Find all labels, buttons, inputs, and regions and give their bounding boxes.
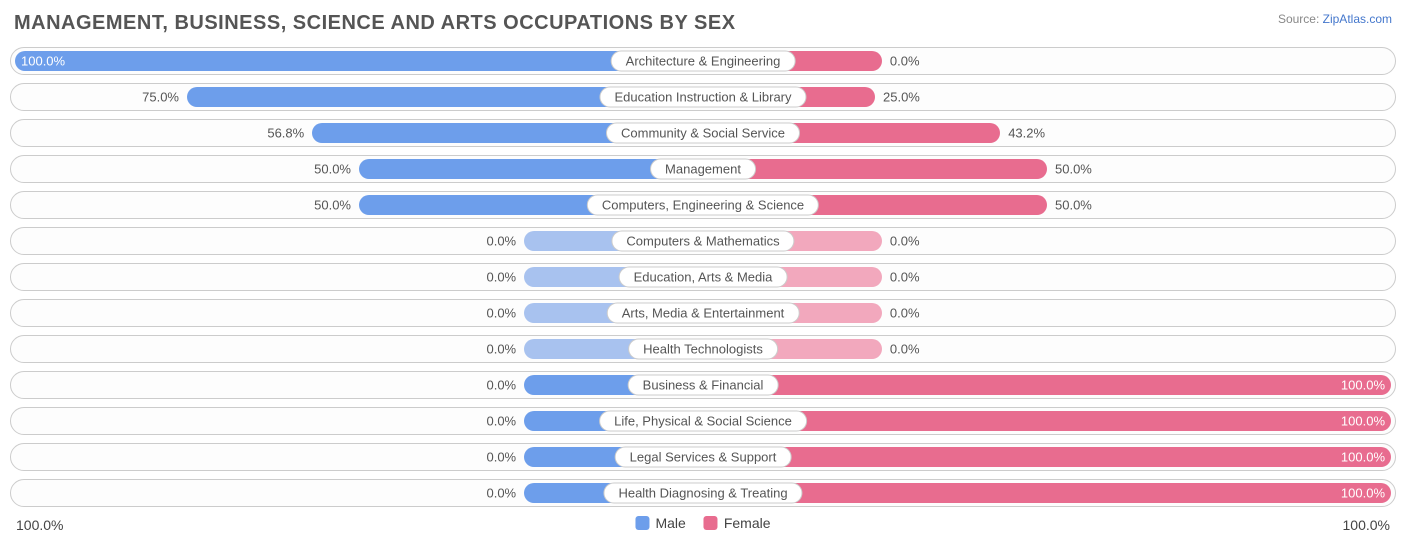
female-value-label: 100.0% [1341,486,1385,501]
row-track: 0.0% 100.0% Health Diagnosing & Treating [15,483,1391,503]
male-value-label: 0.0% [486,486,516,501]
male-value-label: 75.0% [142,90,179,105]
male-bar [15,51,703,71]
male-value-label: 56.8% [267,126,304,141]
legend-female-swatch [704,516,718,530]
legend-male: Male [635,515,685,531]
female-value-label: 50.0% [1055,198,1092,213]
female-bar [703,375,1391,395]
chart-row: 0.0% 0.0% Arts, Media & Entertainment [10,299,1396,327]
row-track: 0.0% 100.0% Business & Financial [15,375,1391,395]
female-value-label: 0.0% [890,270,920,285]
row-track: 0.0% 0.0% Health Technologists [15,339,1391,359]
female-value-label: 25.0% [883,90,920,105]
male-value-label: 0.0% [486,342,516,357]
legend-female: Female [704,515,771,531]
legend-male-label: Male [655,515,685,531]
row-track: 0.0% 100.0% Legal Services & Support [15,447,1391,467]
chart-row: 56.8% 43.2% Community & Social Service [10,119,1396,147]
female-value-label: 43.2% [1008,126,1045,141]
row-track: 50.0% 50.0% Management [15,159,1391,179]
chart-footer: 100.0% 100.0% Male Female [10,515,1396,543]
category-label: Education Instruction & Library [599,87,806,108]
male-value-label: 50.0% [314,198,351,213]
row-track: 0.0% 0.0% Arts, Media & Entertainment [15,303,1391,323]
row-track: 100.0% 0.0% Architecture & Engineering [15,51,1391,71]
row-track: 0.0% 0.0% Education, Arts & Media [15,267,1391,287]
female-bar [703,483,1391,503]
legend: Male Female [635,515,770,531]
category-label: Business & Financial [628,375,779,396]
legend-male-swatch [635,516,649,530]
female-value-label: 50.0% [1055,162,1092,177]
chart-row: 0.0% 100.0% Life, Physical & Social Scienc… [10,407,1396,435]
category-label: Life, Physical & Social Science [599,411,807,432]
category-label: Health Diagnosing & Treating [603,483,802,504]
chart-row: 0.0% 100.0% Legal Services & Support [10,443,1396,471]
source-link[interactable]: ZipAtlas.com [1323,12,1392,26]
category-label: Legal Services & Support [615,447,792,468]
chart-title: MANAGEMENT, BUSINESS, SCIENCE AND ARTS O… [14,12,1396,35]
chart-rows: 100.0% 0.0% Architecture & Engineering 75.0… [10,47,1396,507]
chart-row: 50.0% 50.0% Management [10,155,1396,183]
chart-row: 75.0% 25.0% Education Instruction & Librar… [10,83,1396,111]
male-value-label: 0.0% [486,378,516,393]
row-track: 56.8% 43.2% Community & Social Service [15,123,1391,143]
category-label: Computers, Engineering & Science [587,195,819,216]
category-label: Arts, Media & Entertainment [607,303,800,324]
axis-left-label: 100.0% [16,517,63,533]
chart-row: 0.0% 100.0% Business & Financial [10,371,1396,399]
male-value-label: 0.0% [486,270,516,285]
category-label: Health Technologists [628,339,778,360]
male-value-label: 0.0% [486,414,516,429]
source-prefix: Source: [1278,12,1323,26]
chart-source: Source: ZipAtlas.com [1278,12,1392,26]
category-label: Computers & Mathematics [611,231,794,252]
male-value-label: 0.0% [486,450,516,465]
female-value-label: 0.0% [890,234,920,249]
legend-female-label: Female [724,515,771,531]
male-value-label: 0.0% [486,234,516,249]
male-value-label: 0.0% [486,306,516,321]
male-value-label: 100.0% [21,54,65,69]
female-value-label: 0.0% [890,306,920,321]
category-label: Management [650,159,756,180]
row-track: 0.0% 100.0% Life, Physical & Social Scienc… [15,411,1391,431]
row-track: 75.0% 25.0% Education Instruction & Librar… [15,87,1391,107]
chart-row: 0.0% 0.0% Education, Arts & Media [10,263,1396,291]
chart-row: 50.0% 50.0% Computers, Engineering & Scien… [10,191,1396,219]
chart-row: 0.0% 0.0% Health Technologists [10,335,1396,363]
chart-row: 0.0% 0.0% Computers & Mathematics [10,227,1396,255]
category-label: Architecture & Engineering [611,51,796,72]
female-bar [703,447,1391,467]
female-value-label: 100.0% [1341,414,1385,429]
female-value-label: 100.0% [1341,450,1385,465]
female-value-label: 0.0% [890,54,920,69]
category-label: Community & Social Service [606,123,800,144]
female-value-label: 0.0% [890,342,920,357]
male-value-label: 50.0% [314,162,351,177]
category-label: Education, Arts & Media [619,267,788,288]
female-value-label: 100.0% [1341,378,1385,393]
occupations-by-sex-chart: MANAGEMENT, BUSINESS, SCIENCE AND ARTS O… [0,0,1406,559]
chart-row: 100.0% 0.0% Architecture & Engineering [10,47,1396,75]
row-track: 50.0% 50.0% Computers, Engineering & Scien… [15,195,1391,215]
chart-row: 0.0% 100.0% Health Diagnosing & Treating [10,479,1396,507]
row-track: 0.0% 0.0% Computers & Mathematics [15,231,1391,251]
axis-right-label: 100.0% [1343,517,1390,533]
